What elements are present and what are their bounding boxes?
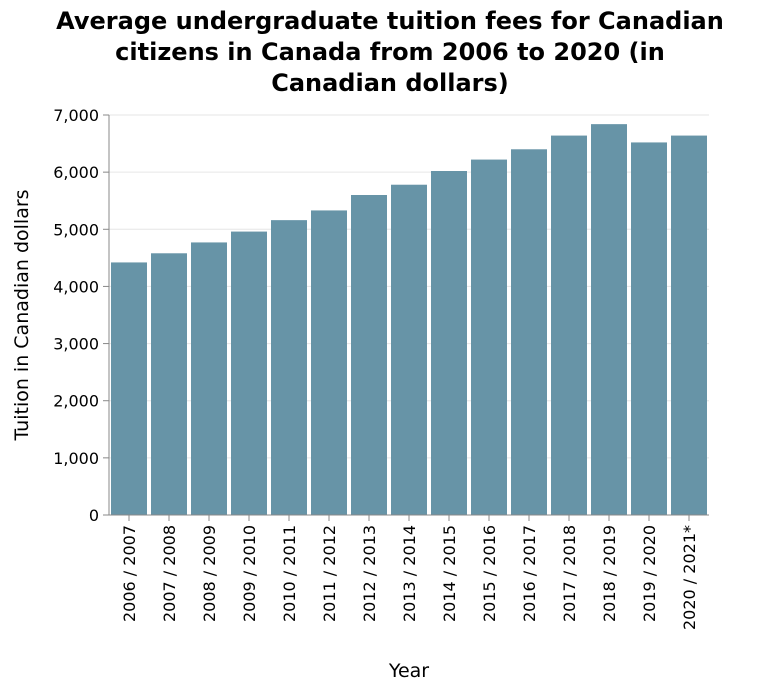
y-tick-label: 4,000 xyxy=(53,277,99,296)
bar xyxy=(351,195,387,515)
bar xyxy=(111,262,147,515)
x-tick-label: 2011 / 2012 xyxy=(320,525,339,622)
y-tick-label: 6,000 xyxy=(53,163,99,182)
x-tick-label: 2015 / 2016 xyxy=(480,525,499,622)
chart-title-line-2: citizens in Canada from 2006 to 2020 (in xyxy=(115,38,665,66)
bar xyxy=(231,231,267,516)
bar xyxy=(311,210,347,515)
bar xyxy=(671,135,707,516)
x-tick-label: 2010 / 2011 xyxy=(280,525,299,622)
y-tick-label: 3,000 xyxy=(53,335,99,354)
y-tick-label: 1,000 xyxy=(53,449,99,468)
chart-title: Average undergraduate tuition fees for C… xyxy=(0,6,780,99)
x-tick-label: 2013 / 2014 xyxy=(400,525,419,622)
y-tick-label: 0 xyxy=(89,506,99,525)
bar xyxy=(591,124,627,516)
chart-title-line-1: Average undergraduate tuition fees for C… xyxy=(56,7,724,35)
y-axis-title: Tuition in Canadian dollars xyxy=(11,189,33,441)
bar xyxy=(431,171,467,515)
y-tick-label: 2,000 xyxy=(53,392,99,411)
bars xyxy=(111,124,707,516)
x-tick-label: 2008 / 2009 xyxy=(200,525,219,622)
bar xyxy=(271,220,307,515)
y-tick-label: 5,000 xyxy=(53,220,99,239)
bar xyxy=(551,135,587,516)
y-tick-label: 7,000 xyxy=(53,106,99,125)
bar xyxy=(151,253,187,516)
x-tick-label: 2007 / 2008 xyxy=(160,525,179,622)
bar xyxy=(191,242,227,515)
chart-title-line-3: Canadian dollars) xyxy=(271,69,509,97)
bar xyxy=(471,159,507,516)
x-tick-label: 2016 / 2017 xyxy=(520,525,539,622)
x-tick-label: 2019 / 2020 xyxy=(640,525,659,622)
x-tick-label: 2020 / 2021* xyxy=(680,525,699,630)
x-tick-label: 2006 / 2007 xyxy=(120,525,139,622)
x-axis: 2006 / 2007 2007 / 2008 2008 / 2009 2009 / … xyxy=(109,514,709,630)
x-tick-label: 2017 / 2018 xyxy=(560,525,579,622)
bar xyxy=(511,149,547,516)
x-tick-label: 2009 / 2010 xyxy=(240,525,259,622)
x-tick-label: 2014 / 2015 xyxy=(440,525,459,622)
x-axis-title: Year xyxy=(388,660,429,682)
bar xyxy=(631,142,667,515)
x-tick-label: 2018 / 2019 xyxy=(600,525,619,622)
y-axis: 0 1,000 2,000 3,000 4,000 5,000 6,000 7,000 xyxy=(53,106,110,525)
x-tick-label: 2012 / 2013 xyxy=(360,525,379,622)
bar xyxy=(391,184,427,515)
